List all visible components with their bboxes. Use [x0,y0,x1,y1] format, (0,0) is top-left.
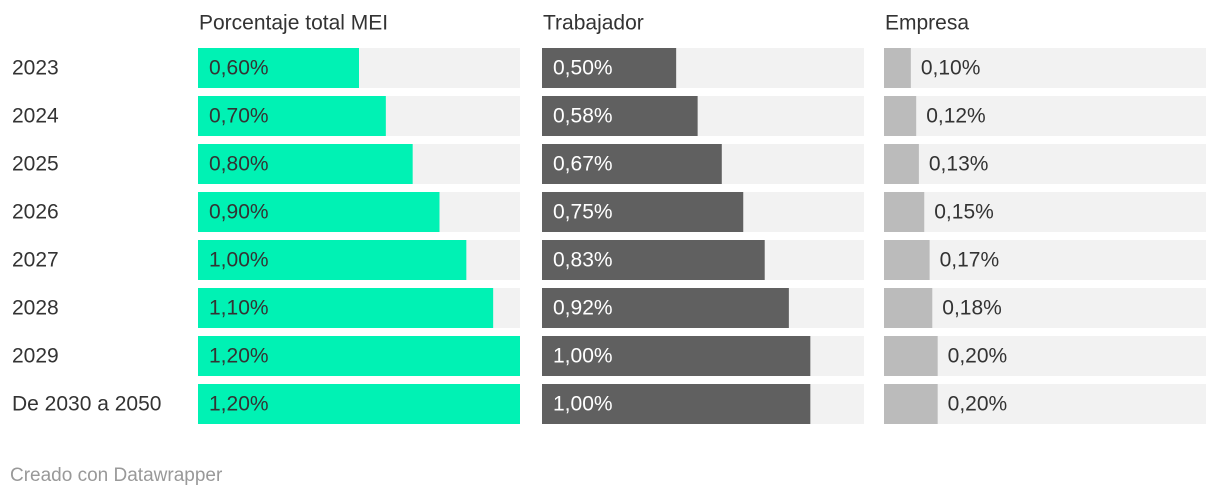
bar-background [884,288,1206,328]
bar [884,192,925,232]
value-label: 1,10% [209,297,269,320]
bar [542,48,677,88]
value-label: 0,90% [209,201,269,224]
row-label: 2026 [12,201,59,224]
credit: Creado con Datawrapper [10,465,223,486]
value-label: 0,60% [209,57,269,80]
bar [198,384,520,424]
value-label: 1,20% [209,345,269,368]
bar [884,48,911,88]
bar-background [884,240,1206,280]
bar [198,48,359,88]
bar [542,240,765,280]
value-label: 0,18% [942,297,1002,320]
value-label: 0,58% [553,105,613,128]
value-label: 1,00% [209,249,269,272]
bar [198,240,467,280]
value-label: 0,20% [948,345,1008,368]
value-label: 0,17% [940,249,1000,272]
row-label: 2028 [12,297,59,320]
row-label: 2027 [12,249,59,272]
row-label: 2029 [12,345,59,368]
bar [884,96,917,136]
bar-background [884,96,1206,136]
value-label: 0,20% [948,393,1008,416]
bar [198,336,520,376]
value-label: 0,13% [929,153,989,176]
bar [884,384,938,424]
bar [542,336,811,376]
bar [198,192,440,232]
bar-background [884,192,1206,232]
bar [884,336,938,376]
value-label: 0,10% [921,57,981,80]
bar [542,144,722,184]
bar [198,144,413,184]
value-label: 0,70% [209,105,269,128]
value-label: 0,67% [553,153,613,176]
value-label: 0,50% [553,57,613,80]
row-label: 2023 [12,57,59,80]
bar [884,240,930,280]
column-header: Empresa [885,12,969,35]
bar [542,384,811,424]
bar [884,288,933,328]
value-label: 1,20% [209,393,269,416]
bar [542,192,744,232]
value-label: 0,80% [209,153,269,176]
row-label: 2024 [12,105,59,128]
value-label: 0,15% [934,201,994,224]
row-label: 2025 [12,153,59,176]
bar [542,96,698,136]
value-label: 1,00% [553,345,613,368]
column-header: Porcentaje total MEI [199,12,388,35]
bar [884,144,919,184]
value-label: 1,00% [553,393,613,416]
bar [198,96,386,136]
bar [542,288,789,328]
value-label: 0,12% [926,105,986,128]
bar-background [884,48,1206,88]
bar-background [884,144,1206,184]
value-label: 0,75% [553,201,613,224]
row-label: De 2030 a 2050 [12,393,161,416]
value-label: 0,83% [553,249,613,272]
column-header: Trabajador [543,12,644,35]
value-label: 0,92% [553,297,613,320]
bar [198,288,494,328]
